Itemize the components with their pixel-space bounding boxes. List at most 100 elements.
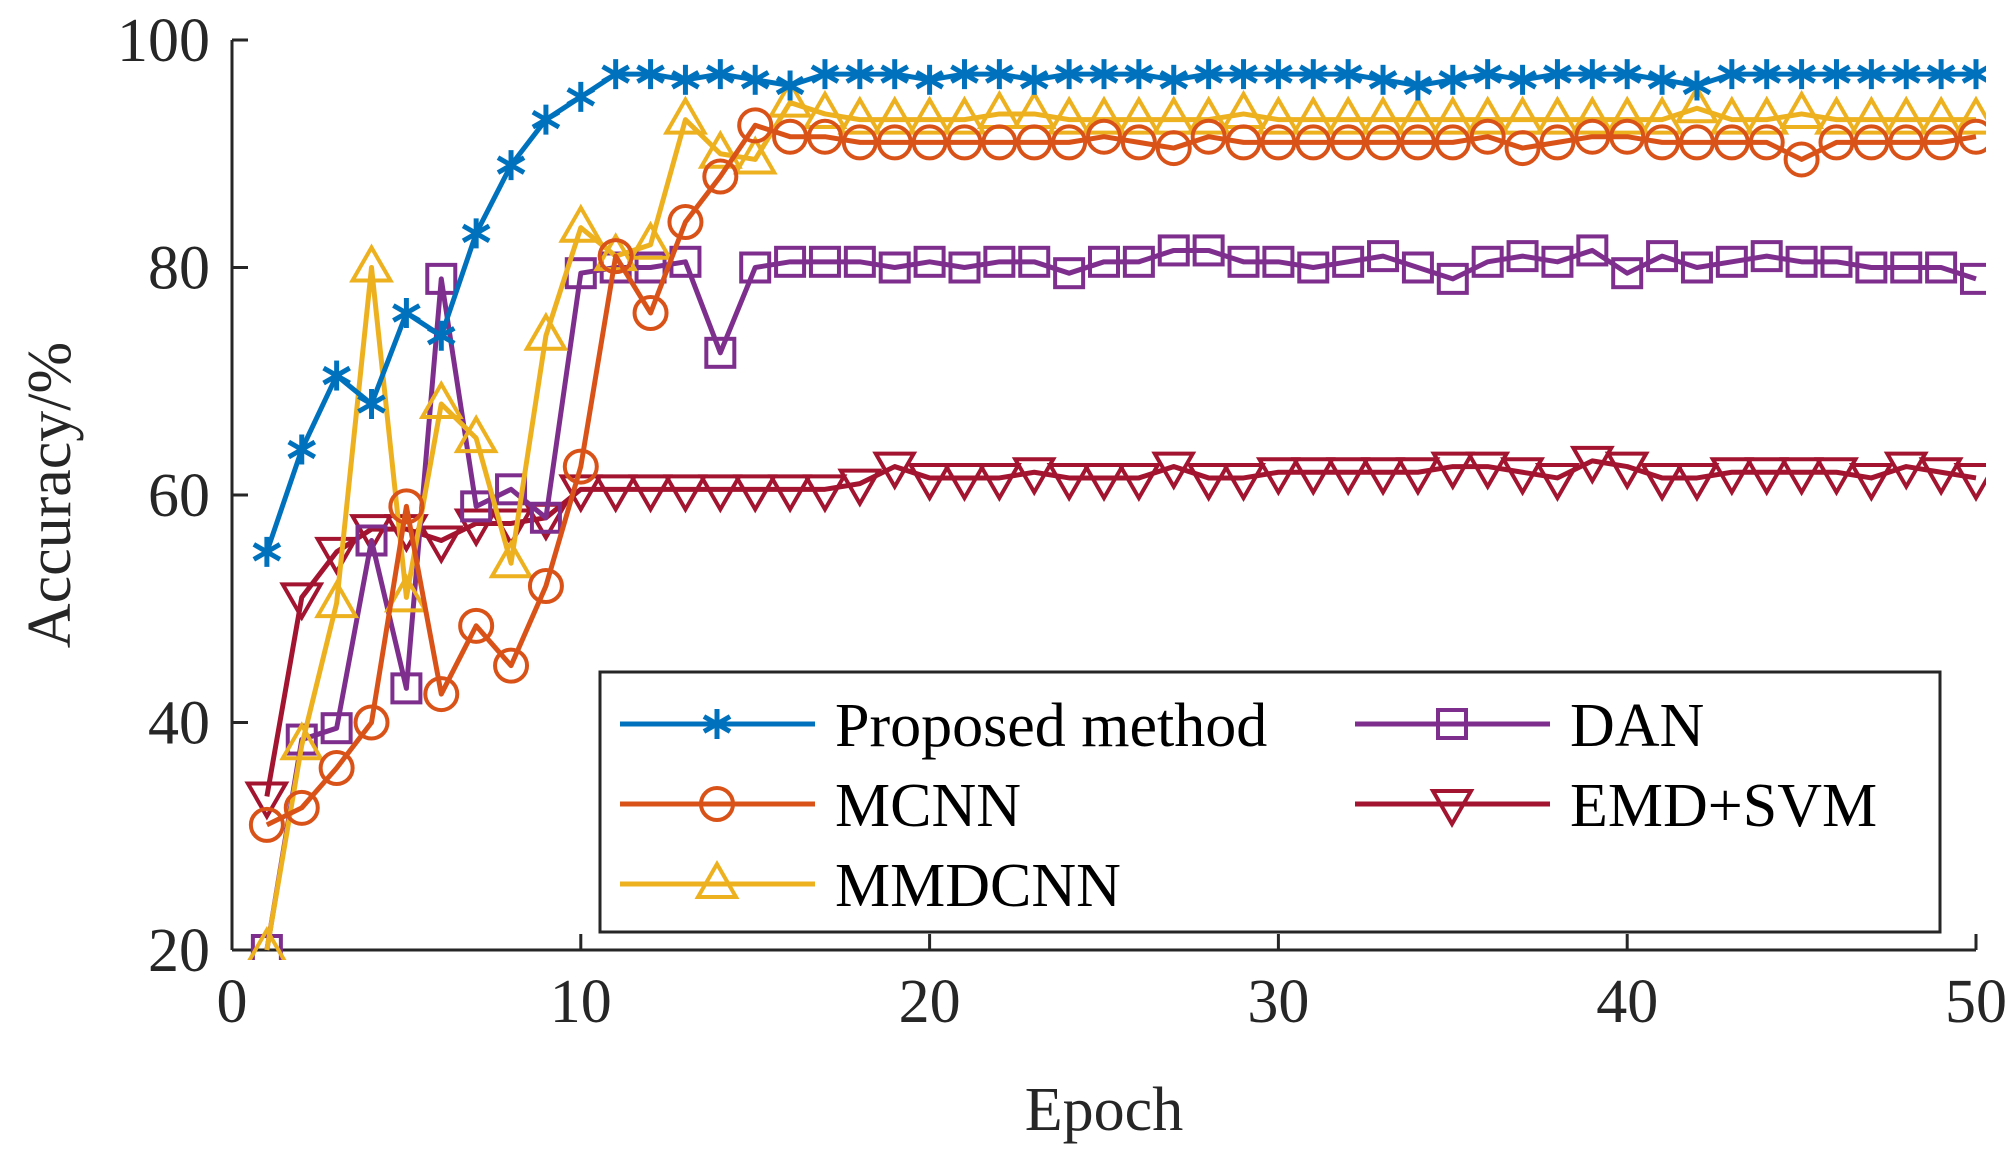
data-point <box>1883 451 1929 491</box>
data-point <box>1159 64 1189 95</box>
data-point <box>1465 451 1511 491</box>
data-point <box>1822 59 1851 90</box>
data-point <box>1295 124 1332 161</box>
data-point <box>802 474 848 514</box>
data-point <box>1926 59 1956 90</box>
data-point <box>392 298 421 328</box>
data-point <box>390 672 423 705</box>
data-point <box>662 474 708 514</box>
data-point <box>907 462 953 502</box>
data-point <box>1569 445 1615 485</box>
data-point <box>876 124 913 161</box>
data-point <box>1399 124 1436 161</box>
data-point <box>1054 59 1084 90</box>
data-point <box>981 124 1018 161</box>
data-point <box>496 150 526 181</box>
data-point <box>423 676 460 713</box>
data-point <box>1883 95 1929 135</box>
legend-label: MMDCNN <box>835 852 1121 920</box>
y-tick-label: 40 <box>148 690 210 758</box>
data-point <box>453 414 499 454</box>
data-point <box>1016 124 1053 161</box>
data-point <box>1534 95 1580 135</box>
y-tick-label: 80 <box>148 235 210 303</box>
data-point <box>1639 462 1685 502</box>
data-point <box>702 158 739 195</box>
data-point <box>1290 457 1336 497</box>
data-point <box>1365 124 1402 161</box>
data-point <box>1814 457 1859 497</box>
data-point <box>1709 457 1755 497</box>
data-point <box>1925 251 1958 284</box>
data-point <box>1019 64 1049 95</box>
data-point <box>1500 457 1546 497</box>
data-point <box>1958 118 1986 155</box>
x-tick-label: 20 <box>899 968 961 1036</box>
data-point <box>1853 124 1890 161</box>
data-point <box>1744 95 1790 135</box>
data-point <box>1120 124 1157 161</box>
data-point <box>355 524 388 557</box>
data-point <box>1088 245 1120 278</box>
data-point <box>632 295 669 331</box>
data-point <box>314 579 360 619</box>
data-point <box>1508 64 1537 95</box>
data-point <box>740 64 770 95</box>
data-point <box>531 104 561 135</box>
x-tick-label: 10 <box>550 968 612 1036</box>
data-point <box>1953 462 1986 502</box>
data-point <box>1290 95 1336 135</box>
data-point <box>1229 59 1258 90</box>
data-point <box>495 473 528 506</box>
data-point <box>1717 59 1747 90</box>
data-point <box>1890 251 1923 284</box>
data-point <box>907 95 953 135</box>
data-point <box>1192 234 1225 267</box>
data-point <box>1190 118 1227 155</box>
data-point <box>1330 124 1367 161</box>
data-point <box>1574 118 1611 155</box>
data-point <box>287 434 317 465</box>
legend-item: EMD+SVM <box>1355 772 1877 840</box>
data-point <box>1569 95 1615 135</box>
legend-marker <box>694 859 740 899</box>
data-point <box>1081 95 1127 135</box>
data-point <box>706 59 735 90</box>
data-point <box>697 129 743 169</box>
data-point <box>460 490 493 523</box>
data-point <box>529 501 562 534</box>
data-point <box>566 81 596 112</box>
data-point <box>523 311 569 351</box>
data-point <box>458 607 495 644</box>
data-point <box>1225 124 1262 161</box>
data-point <box>1046 95 1092 135</box>
data-point <box>662 95 708 135</box>
data-point <box>843 245 876 278</box>
data-point <box>739 251 772 284</box>
data-point <box>845 59 875 90</box>
data-point <box>1151 451 1197 491</box>
data-point <box>1221 462 1266 502</box>
data-point <box>1674 462 1720 502</box>
data-point <box>1081 462 1127 502</box>
data-point <box>946 124 983 161</box>
data-point <box>1848 462 1894 502</box>
data-point <box>1333 59 1363 90</box>
data-point <box>774 245 807 278</box>
data-point <box>1124 59 1154 90</box>
data-point <box>872 95 918 135</box>
data-point <box>1089 59 1119 90</box>
data-point <box>320 712 353 745</box>
legend: Proposed method MCNN MMDCNN DAN EMD+SVM <box>598 670 1942 934</box>
data-point <box>802 89 848 129</box>
data-point <box>1855 251 1888 284</box>
series-2 <box>247 78 1986 960</box>
x-tick-label: 0 <box>217 968 248 1036</box>
data-point <box>880 59 910 90</box>
data-point <box>1151 95 1197 135</box>
data-point <box>279 582 325 622</box>
data-point <box>248 806 285 843</box>
data-point <box>1471 245 1504 278</box>
data-point <box>558 203 604 243</box>
data-point <box>1500 95 1546 135</box>
